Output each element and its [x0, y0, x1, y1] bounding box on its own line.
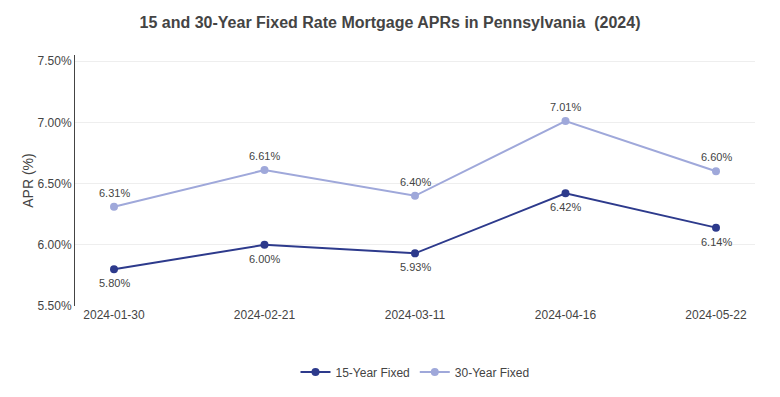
svg-text:6.00%: 6.00%: [38, 238, 72, 252]
svg-text:6.42%: 6.42%: [550, 201, 581, 213]
svg-text:2024-02-21: 2024-02-21: [234, 308, 296, 322]
svg-text:30-Year Fixed: 30-Year Fixed: [455, 366, 529, 380]
svg-text:2024-04-16: 2024-04-16: [535, 308, 597, 322]
svg-text:15-Year Fixed: 15-Year Fixed: [336, 366, 410, 380]
svg-text:6.14%: 6.14%: [701, 236, 732, 248]
svg-text:2024-03-11: 2024-03-11: [385, 308, 446, 322]
svg-text:6.00%: 6.00%: [249, 253, 280, 265]
svg-text:6.40%: 6.40%: [400, 176, 431, 188]
svg-text:2024-01-30: 2024-01-30: [83, 308, 145, 322]
svg-text:5.80%: 5.80%: [99, 277, 130, 289]
svg-text:5.50%: 5.50%: [38, 299, 72, 313]
svg-text:2024-05-22: 2024-05-22: [685, 308, 747, 322]
svg-text:6.31%: 6.31%: [99, 187, 130, 199]
svg-text:6.61%: 6.61%: [249, 150, 280, 162]
svg-text:6.60%: 6.60%: [701, 151, 732, 163]
svg-text:7.50%: 7.50%: [38, 54, 72, 68]
svg-text:15 and 30-Year Fixed Rate Mort: 15 and 30-Year Fixed Rate Mortgage APRs …: [140, 14, 641, 31]
svg-text:7.01%: 7.01%: [550, 101, 581, 113]
svg-text:6.50%: 6.50%: [38, 177, 72, 191]
svg-text:5.93%: 5.93%: [400, 261, 431, 273]
svg-text:APR (%): APR (%): [20, 153, 36, 207]
svg-text:7.00%: 7.00%: [38, 116, 72, 130]
